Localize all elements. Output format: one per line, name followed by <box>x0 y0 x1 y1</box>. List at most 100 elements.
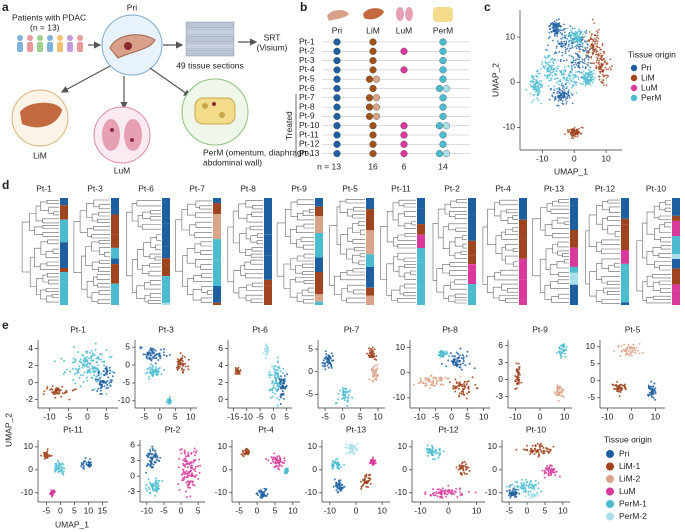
cell-point <box>582 42 584 45</box>
dendrogram-branch <box>654 261 671 268</box>
cell-point <box>557 90 559 93</box>
cell-point <box>620 345 623 348</box>
cell-point <box>102 381 105 384</box>
cell-point <box>601 73 604 76</box>
cell-point <box>176 368 179 371</box>
cell-point <box>59 467 62 470</box>
cell-point <box>424 379 427 382</box>
cell-point <box>50 492 53 495</box>
cell-point <box>518 368 521 371</box>
cell-point <box>198 458 201 461</box>
cell-point <box>40 454 42 457</box>
cell-point <box>583 46 586 49</box>
cell-point <box>69 370 71 373</box>
dendrogram-branch <box>659 265 671 271</box>
sections-label: 49 tissue sections <box>176 60 244 70</box>
cell-point <box>330 352 333 355</box>
cell-point <box>431 447 434 450</box>
cell-point <box>333 478 336 481</box>
dendrogram-branch <box>45 288 59 292</box>
cell-point <box>94 342 97 345</box>
cell-point <box>462 391 465 394</box>
cell-point <box>572 35 575 37</box>
dendrogram-branch <box>233 270 241 294</box>
cell-point <box>591 47 593 49</box>
cell-point <box>93 388 96 391</box>
cell-point <box>456 496 459 498</box>
dendrogram-branch <box>588 214 597 247</box>
cell-point <box>557 59 559 62</box>
dendrogram-branch <box>353 207 365 212</box>
cell-point <box>651 395 653 398</box>
cell-point <box>563 76 565 78</box>
cell-point <box>579 132 582 135</box>
y-tick-label: -10 <box>503 122 516 132</box>
cell-point <box>372 356 375 359</box>
cell-point <box>373 348 376 351</box>
cell-point <box>429 383 432 386</box>
x-tick-label: -5 <box>321 411 329 421</box>
cell-point <box>430 494 433 497</box>
dendrogram-branch <box>99 260 110 264</box>
cell-point <box>558 385 561 388</box>
cell-point <box>545 471 548 474</box>
arrow <box>149 67 191 97</box>
dendrogram-branch <box>93 276 98 286</box>
cell-point <box>339 389 342 392</box>
dendrogram-branch <box>246 284 263 291</box>
cell-point <box>452 363 455 366</box>
cell-point <box>538 80 541 82</box>
cluster-bar <box>111 264 119 284</box>
cell-point <box>573 134 575 137</box>
cell-point <box>531 74 533 77</box>
cell-point <box>561 34 563 36</box>
cell-point <box>276 376 279 379</box>
cell-point <box>530 486 533 489</box>
cell-point <box>51 494 54 497</box>
cell-point <box>155 458 158 461</box>
cell-point <box>191 466 193 469</box>
cluster-bar <box>672 290 680 305</box>
dendrogram-branch <box>404 211 416 217</box>
cell-point <box>437 354 440 356</box>
dendrogram-branch <box>601 239 620 245</box>
cell-point <box>548 450 551 453</box>
cell-point <box>624 354 627 357</box>
cell-point <box>540 490 543 493</box>
y-tick-label: -10 <box>118 395 131 405</box>
cell-point <box>565 100 568 103</box>
cell-point <box>560 351 563 354</box>
cell-point <box>574 66 577 69</box>
cell-point <box>184 365 187 368</box>
cell-point <box>563 40 565 43</box>
perm-label: PerM (omentum, diaphragm, <box>203 147 311 157</box>
dendrogram-branch <box>664 222 671 228</box>
dendrogram-branch <box>664 207 671 212</box>
cell-point <box>566 77 569 79</box>
y-tick-label: 10 <box>24 441 34 451</box>
cell-point <box>594 49 597 52</box>
cell-point <box>582 80 585 83</box>
cell-point <box>574 31 577 33</box>
cell-point <box>91 389 94 392</box>
y-tick-label: 5 <box>308 343 313 353</box>
cell-point <box>564 83 567 85</box>
sample-dot <box>439 75 447 83</box>
cell-point <box>438 454 441 457</box>
cell-point <box>369 460 372 462</box>
cell-point <box>279 403 282 405</box>
cell-point <box>341 387 344 389</box>
y-tick-label: 0 <box>400 367 405 377</box>
dendrogram-branch <box>136 200 161 207</box>
x-tick-label: 0 <box>271 411 276 421</box>
cluster-bar <box>672 284 680 291</box>
cell-point <box>558 350 561 353</box>
cell-point <box>182 468 185 471</box>
cell-point <box>272 460 275 463</box>
cell-point <box>553 20 556 23</box>
dendrogram-branch <box>546 203 553 212</box>
cell-point <box>578 33 581 36</box>
cell-point <box>149 351 152 354</box>
cell-point <box>564 50 567 53</box>
cell-point <box>574 76 577 78</box>
